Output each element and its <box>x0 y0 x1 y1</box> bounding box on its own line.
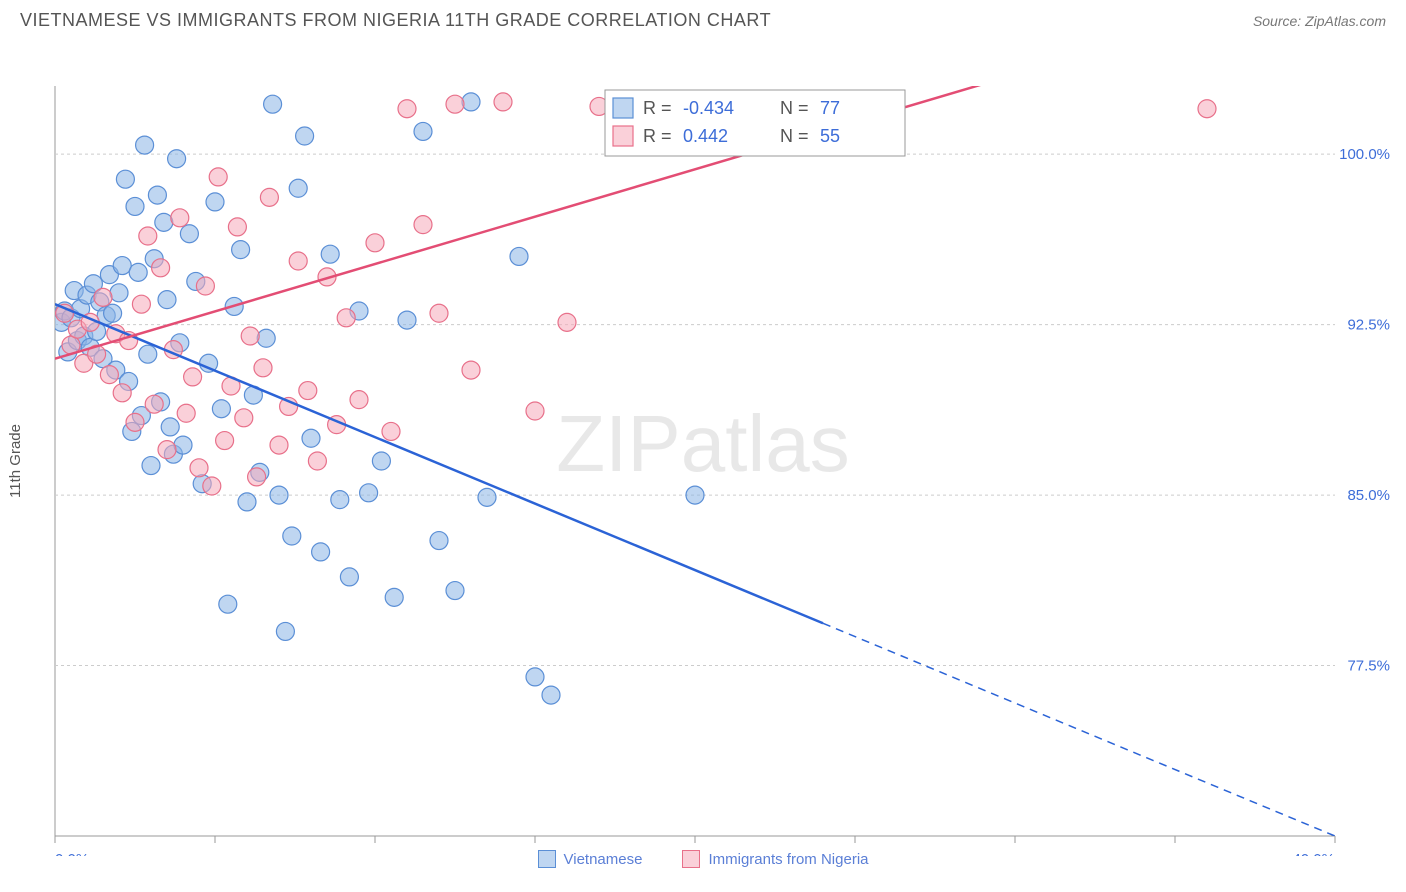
legend-swatch-vietnamese <box>538 850 556 868</box>
bottom-legend: Vietnamese Immigrants from Nigeria <box>0 850 1406 868</box>
svg-text:N =: N = <box>780 126 809 146</box>
chart-header: VIETNAMESE VS IMMIGRANTS FROM NIGERIA 11… <box>0 0 1406 36</box>
svg-text:100.0%: 100.0% <box>1339 146 1390 163</box>
chart-container: 77.5%85.0%92.5%100.0%0.0%40.0%11th Grade… <box>0 36 1406 886</box>
source-link[interactable]: ZipAtlas.com <box>1305 13 1386 29</box>
chart-title: VIETNAMESE VS IMMIGRANTS FROM NIGERIA 11… <box>20 10 771 31</box>
legend-item-nigeria: Immigrants from Nigeria <box>682 850 868 868</box>
legend-label-vietnamese: Vietnamese <box>564 851 643 868</box>
svg-text:77.5%: 77.5% <box>1347 658 1390 675</box>
svg-text:0.442: 0.442 <box>683 126 728 146</box>
source-credit: Source: ZipAtlas.com <box>1253 13 1386 29</box>
legend-swatch-nigeria <box>682 850 700 868</box>
svg-text:-0.434: -0.434 <box>683 98 734 118</box>
source-prefix: Source: <box>1253 13 1305 29</box>
svg-text:77: 77 <box>820 98 840 118</box>
svg-text:R =: R = <box>643 98 672 118</box>
scatter-chart: 77.5%85.0%92.5%100.0%0.0%40.0%11th Grade… <box>0 36 1406 856</box>
svg-text:92.5%: 92.5% <box>1347 317 1390 334</box>
svg-text:11th Grade: 11th Grade <box>7 424 24 498</box>
svg-text:R =: R = <box>643 126 672 146</box>
svg-text:55: 55 <box>820 126 840 146</box>
legend-item-vietnamese: Vietnamese <box>538 850 643 868</box>
svg-text:N =: N = <box>780 98 809 118</box>
svg-text:85.0%: 85.0% <box>1347 487 1390 504</box>
legend-label-nigeria: Immigrants from Nigeria <box>708 851 868 868</box>
